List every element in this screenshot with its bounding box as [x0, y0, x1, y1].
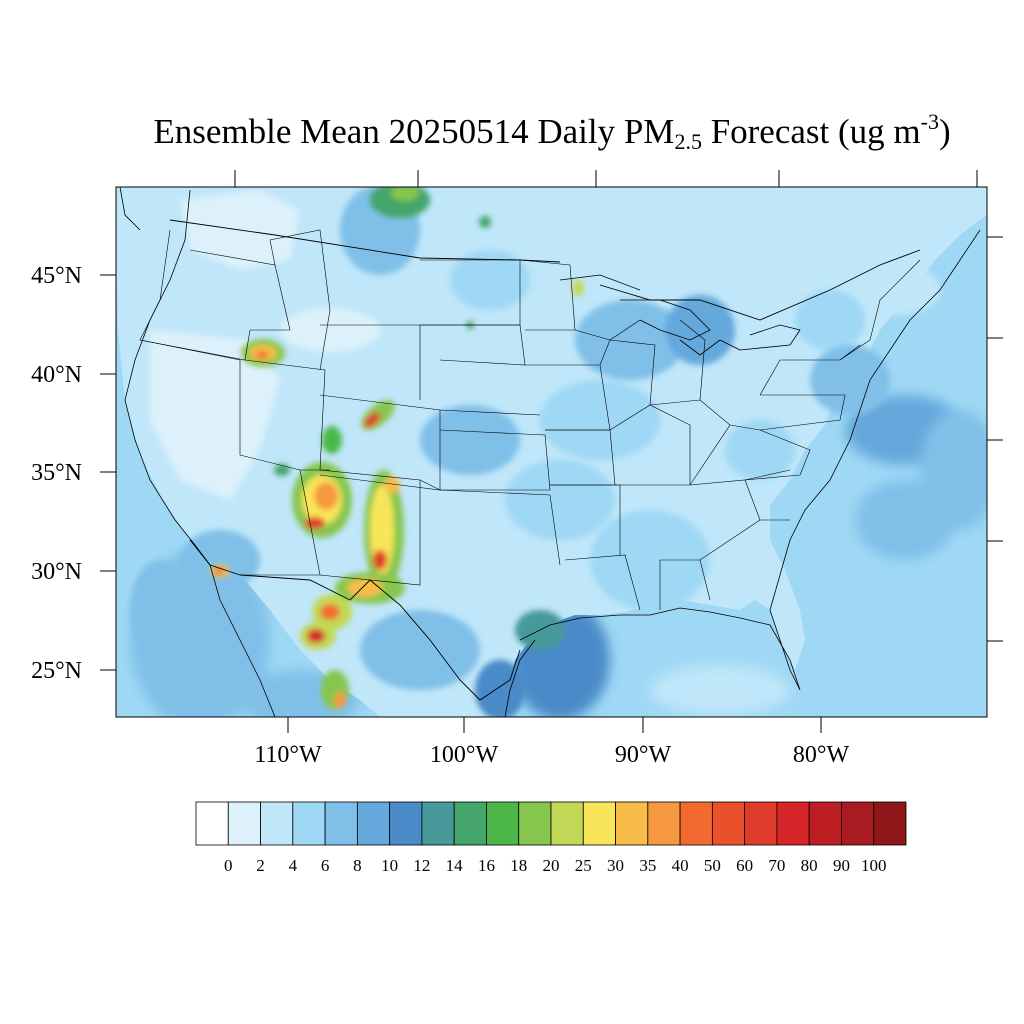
lon-label: 110°W [254, 742, 322, 768]
colorbar-level-label: 50 [704, 856, 721, 875]
title-subscript: 2.5 [674, 129, 702, 154]
colorbar-level-label: 100 [861, 856, 887, 875]
colorbar-swatch [873, 801, 907, 846]
colorbar: 0 2 4 6 8 10 12 14 16 18 20 25 30 35 40 50 60 70 80 90 100 [195, 801, 907, 875]
lat-label: 35°N [31, 460, 82, 486]
lat-label: 40°N [31, 362, 82, 388]
longitude-labels: 110°W 100°W 90°W 80°W [254, 742, 849, 768]
colorbar-level-label: 25 [575, 856, 592, 875]
colorbar-level-label: 12 [413, 856, 430, 875]
lat-label: 45°N [31, 263, 82, 289]
colorbar-swatch [776, 801, 810, 846]
colorbar-swatch [679, 801, 713, 846]
colorbar-swatch [195, 801, 229, 846]
colorbar-swatch [453, 801, 487, 846]
colorbar-level-label: 70 [768, 856, 785, 875]
title-suffix: ) [938, 112, 951, 151]
colorbar-swatch [421, 801, 455, 846]
map-frame [115, 186, 988, 718]
colorbar-level-label: 40 [672, 856, 689, 875]
colorbar-level-label: 20 [543, 856, 560, 875]
colorbar-swatch [324, 801, 358, 846]
map-title: Ensemble Mean 20250514 Daily PM2.5 Forec… [0, 109, 1024, 154]
title-middle: Forecast (ug m [701, 112, 921, 151]
lat-label: 25°N [31, 658, 82, 684]
coastlines [119, 187, 981, 717]
colorbar-swatch [389, 801, 423, 846]
title-superscript: -3 [920, 109, 939, 134]
colorbar-level-label: 2 [256, 856, 265, 875]
colorbar-swatch [841, 801, 875, 846]
colorbar-swatch [356, 801, 391, 846]
colorbar-level-label: 16 [478, 856, 495, 875]
colorbar-level-label: 4 [289, 856, 298, 875]
colorbar-level-label: 10 [381, 856, 398, 875]
land-shading [130, 187, 940, 717]
colorbar-level-label: 8 [353, 856, 362, 875]
colorbar-swatch [744, 801, 778, 846]
colorbar-swatch [808, 801, 842, 846]
colorbar-level-label: 14 [446, 856, 464, 875]
state-boundaries [139, 229, 921, 611]
lat-label: 30°N [31, 559, 82, 585]
tick-marks [100, 170, 1003, 733]
colorbar-level-label: 80 [801, 856, 818, 875]
colorbar-swatch [227, 801, 261, 846]
colorbar-swatch [582, 801, 616, 846]
colorbar-level-label: 35 [639, 856, 656, 875]
lon-label: 80°W [793, 742, 850, 768]
colorbar-level-label: 30 [607, 856, 624, 875]
colorbar-swatch [647, 801, 681, 846]
lon-label: 90°W [615, 742, 672, 768]
colorbar-level-label: 6 [321, 856, 330, 875]
colorbar-swatch [550, 801, 584, 846]
title-prefix: Ensemble Mean 20250514 Daily PM [153, 112, 675, 151]
colorbar-swatch [615, 801, 649, 846]
lon-label: 100°W [430, 742, 499, 768]
colorbar-swatch [518, 801, 552, 846]
high-pm-hotspots [210, 187, 584, 710]
colorbar-level-label: 0 [224, 856, 233, 875]
colorbar-swatch [260, 801, 294, 846]
map-area [116, 187, 987, 717]
colorbar-level-label: 90 [833, 856, 850, 875]
latitude-labels: 45°N 40°N 35°N 30°N 25°N [31, 263, 82, 684]
colorbar-swatch [292, 801, 326, 846]
colorbar-swatch [486, 801, 520, 846]
colorbar-level-label: 60 [736, 856, 753, 875]
colorbar-swatch [711, 801, 746, 846]
colorbar-level-label: 18 [510, 856, 527, 875]
